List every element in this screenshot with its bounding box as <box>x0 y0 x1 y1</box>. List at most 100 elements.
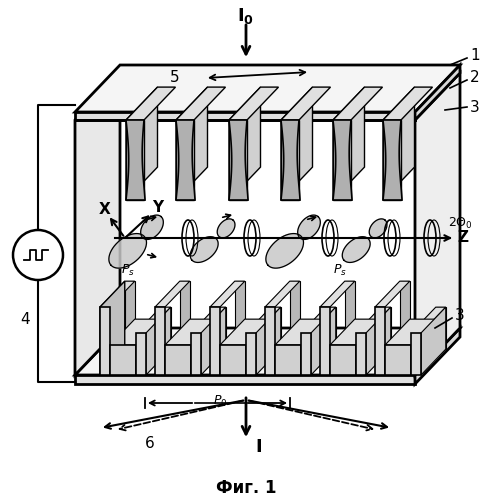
Polygon shape <box>356 333 366 375</box>
Polygon shape <box>265 281 300 307</box>
Polygon shape <box>281 87 331 120</box>
Polygon shape <box>281 120 300 200</box>
Polygon shape <box>125 281 135 349</box>
Polygon shape <box>126 87 176 120</box>
Polygon shape <box>246 307 281 333</box>
Polygon shape <box>126 120 145 200</box>
Circle shape <box>13 230 63 280</box>
Polygon shape <box>210 307 220 375</box>
Polygon shape <box>176 87 225 120</box>
Polygon shape <box>246 333 256 375</box>
Text: $\mathbf{I}$: $\mathbf{I}$ <box>255 438 262 456</box>
Polygon shape <box>383 87 414 200</box>
Polygon shape <box>75 112 415 120</box>
Polygon shape <box>265 307 275 375</box>
Polygon shape <box>355 319 381 349</box>
Polygon shape <box>411 333 421 375</box>
Polygon shape <box>311 307 336 375</box>
Polygon shape <box>375 307 385 375</box>
Polygon shape <box>366 307 391 375</box>
Polygon shape <box>165 319 216 345</box>
Polygon shape <box>245 319 271 349</box>
Polygon shape <box>126 87 157 200</box>
Polygon shape <box>110 345 136 375</box>
Polygon shape <box>275 345 301 375</box>
Text: 6: 6 <box>145 436 155 450</box>
Text: 2: 2 <box>470 70 480 84</box>
Polygon shape <box>229 120 247 200</box>
Polygon shape <box>369 219 387 238</box>
Polygon shape <box>75 375 415 384</box>
Polygon shape <box>326 307 336 349</box>
Polygon shape <box>333 120 352 200</box>
Polygon shape <box>400 281 410 349</box>
Text: $P_0$: $P_0$ <box>213 394 227 408</box>
Polygon shape <box>415 328 460 384</box>
Polygon shape <box>190 236 218 262</box>
Polygon shape <box>266 234 304 268</box>
Polygon shape <box>436 307 446 349</box>
Polygon shape <box>383 120 402 200</box>
Polygon shape <box>410 319 436 349</box>
Polygon shape <box>146 307 171 375</box>
Polygon shape <box>136 307 171 333</box>
Polygon shape <box>191 333 201 375</box>
Polygon shape <box>217 219 235 238</box>
Polygon shape <box>281 87 312 200</box>
Polygon shape <box>229 87 260 200</box>
Polygon shape <box>109 234 147 268</box>
Polygon shape <box>176 87 208 200</box>
Polygon shape <box>100 307 110 375</box>
Polygon shape <box>333 87 365 200</box>
Polygon shape <box>75 73 120 375</box>
Polygon shape <box>320 281 355 307</box>
Polygon shape <box>75 65 460 112</box>
Text: Y: Y <box>153 200 163 216</box>
Polygon shape <box>216 307 226 349</box>
Polygon shape <box>330 319 381 345</box>
Polygon shape <box>301 333 311 375</box>
Polygon shape <box>301 307 336 333</box>
Text: 1: 1 <box>470 48 480 62</box>
Text: $2\Theta_0$: $2\Theta_0$ <box>448 216 473 230</box>
Polygon shape <box>383 120 401 200</box>
Polygon shape <box>180 281 190 349</box>
Text: 3: 3 <box>470 100 480 114</box>
Polygon shape <box>320 307 330 375</box>
Polygon shape <box>161 307 171 349</box>
Polygon shape <box>176 120 195 200</box>
Polygon shape <box>275 319 326 345</box>
Text: $\mathbf{I_0}$: $\mathbf{I_0}$ <box>238 6 254 26</box>
Text: 5: 5 <box>170 70 180 86</box>
Polygon shape <box>375 281 410 307</box>
Polygon shape <box>345 281 355 349</box>
Polygon shape <box>415 73 460 375</box>
Polygon shape <box>220 319 271 345</box>
Polygon shape <box>333 87 382 120</box>
Polygon shape <box>135 319 161 349</box>
Text: 4: 4 <box>20 312 30 328</box>
Text: 3: 3 <box>455 308 465 322</box>
Polygon shape <box>290 281 300 349</box>
Polygon shape <box>383 87 432 120</box>
Polygon shape <box>385 319 436 345</box>
Text: Z: Z <box>458 230 468 246</box>
Polygon shape <box>342 236 370 262</box>
Text: X: X <box>99 202 111 218</box>
Polygon shape <box>415 65 460 120</box>
Polygon shape <box>210 281 245 307</box>
Polygon shape <box>281 120 299 200</box>
Polygon shape <box>100 281 125 375</box>
Polygon shape <box>110 319 161 345</box>
Text: Фиг. 1: Фиг. 1 <box>216 479 276 497</box>
Polygon shape <box>330 345 356 375</box>
Polygon shape <box>356 307 391 333</box>
Polygon shape <box>190 319 216 349</box>
Polygon shape <box>411 307 446 333</box>
Polygon shape <box>75 328 460 375</box>
Polygon shape <box>191 307 226 333</box>
Polygon shape <box>385 345 411 375</box>
Polygon shape <box>381 307 391 349</box>
Polygon shape <box>126 120 144 200</box>
Polygon shape <box>229 120 248 200</box>
